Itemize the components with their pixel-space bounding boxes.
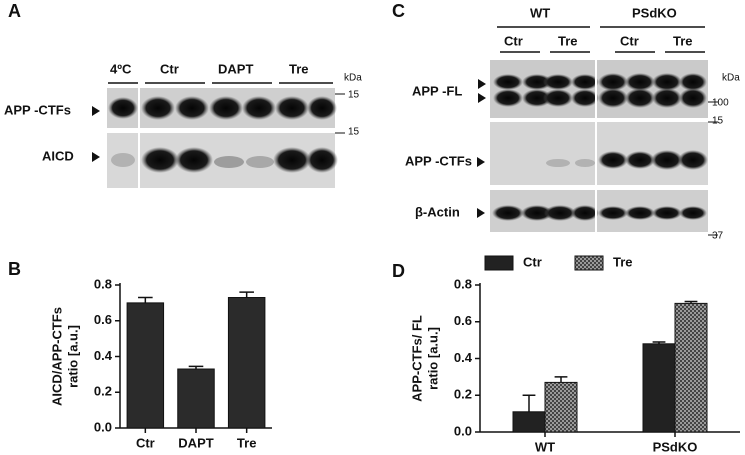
legend-label: Tre: [613, 254, 633, 269]
arrow: [92, 152, 100, 162]
bar: [512, 411, 546, 433]
bar: [642, 343, 676, 433]
legend-label: Ctr: [523, 254, 542, 269]
y-tick-label: 0.8: [454, 276, 472, 291]
marker-label: 15: [348, 127, 360, 138]
lane-label: Tre: [558, 33, 578, 48]
y-tick-label: 0.2: [94, 384, 112, 399]
error-bar: [239, 291, 254, 298]
bar: [544, 381, 578, 433]
panel-letter: C: [392, 1, 405, 21]
arrow: [92, 106, 100, 116]
panel-letter: D: [392, 261, 405, 281]
lane-label: Tre: [289, 61, 309, 76]
arrow: [478, 79, 486, 89]
lane-label: Ctr: [160, 61, 179, 76]
group-label: PSdKO: [632, 5, 677, 20]
bar: [674, 302, 708, 433]
row-label: APP -CTFs: [405, 153, 472, 168]
blot: [490, 58, 718, 236]
lane-label: 4ºC: [110, 61, 132, 76]
panel-letter: A: [8, 1, 21, 21]
error-bar: [138, 296, 153, 303]
row-label: β-Actin: [415, 204, 460, 219]
x-tick-label: Tre: [237, 435, 257, 450]
marker-label: 15: [348, 90, 360, 101]
x-tick-label: PSdKO: [653, 439, 698, 454]
legend-swatch: [574, 255, 604, 271]
y-axis-label: ratio [a.u.]: [65, 325, 80, 388]
bar: [227, 297, 266, 429]
y-tick-label: 0.4: [94, 348, 113, 363]
y-tick-label: 0.0: [454, 423, 472, 438]
x-tick-label: DAPT: [178, 435, 213, 450]
lane-label: Tre: [673, 33, 693, 48]
error-bar: [652, 341, 666, 344]
y-tick-label: 0.6: [454, 313, 472, 328]
y-tick-label: 0.2: [454, 387, 472, 402]
row-label: APP -FL: [412, 83, 462, 98]
x-tick-label: Ctr: [136, 435, 155, 450]
lane-label: Ctr: [620, 33, 639, 48]
error-bar: [684, 300, 698, 304]
arrow: [477, 157, 485, 167]
error-bar: [554, 376, 568, 383]
unit-label: kDa: [722, 73, 740, 84]
y-axis-label: APP-CTFs/ FL: [409, 315, 424, 402]
group-label: WT: [530, 5, 550, 20]
error-bar: [188, 365, 204, 370]
bar: [126, 302, 165, 429]
blot: [107, 86, 345, 190]
bar: [177, 368, 215, 429]
panel-letter: B: [8, 259, 21, 279]
marker-label: 100: [712, 98, 729, 109]
error-bar: [522, 394, 536, 412]
y-tick-label: 0.4: [454, 350, 473, 365]
marker-label: 37: [712, 231, 724, 242]
y-tick-label: 0.0: [94, 419, 112, 434]
lane-label: Ctr: [504, 33, 523, 48]
y-tick-label: 0.6: [94, 312, 112, 327]
row-label: APP -CTFs: [4, 102, 71, 117]
lane-label: DAPT: [218, 61, 253, 76]
marker-label: 15: [712, 116, 724, 127]
x-tick-label: WT: [535, 439, 555, 454]
arrow: [478, 93, 486, 103]
arrow: [477, 208, 485, 218]
y-axis-label: ratio [a.u.]: [425, 327, 440, 390]
legend-swatch: [484, 255, 514, 271]
row-label: AICD: [42, 148, 74, 163]
y-axis-label: AICD/APP-CTFs: [49, 307, 64, 406]
y-tick-label: 0.8: [94, 276, 112, 291]
group-underlines: [497, 26, 705, 53]
unit-label: kDa: [344, 73, 362, 84]
